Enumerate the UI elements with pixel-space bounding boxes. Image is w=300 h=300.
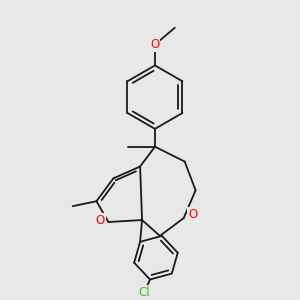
Text: O: O: [150, 38, 160, 51]
Text: Cl: Cl: [138, 286, 150, 299]
Text: O: O: [96, 214, 105, 226]
Text: O: O: [188, 208, 197, 220]
